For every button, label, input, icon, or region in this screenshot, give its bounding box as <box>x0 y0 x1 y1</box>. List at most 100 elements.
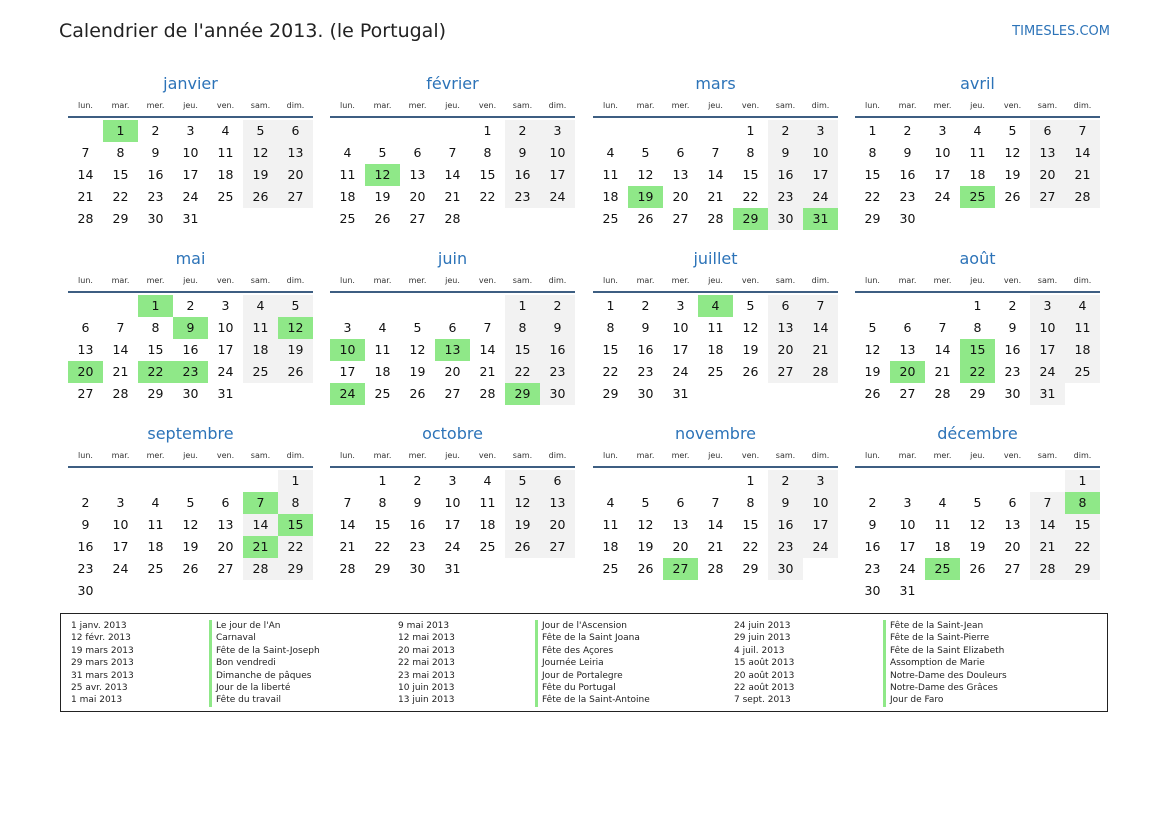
empty-cell <box>803 383 838 405</box>
day-cell: 13 <box>217 517 234 532</box>
day-cell: 19 <box>374 189 391 204</box>
week-row: 27 28 29 30 31 <box>68 383 313 405</box>
week-row: 20 21 22 23 24 25 26 <box>68 361 313 383</box>
legend-holiday-name: Assomption de Marie <box>883 657 1007 670</box>
empty-cell <box>1030 470 1065 492</box>
day-cell: 2 <box>768 120 803 142</box>
legend-date: 15 août 2013 <box>734 658 795 669</box>
day-cell: 2 <box>1008 298 1017 313</box>
weekday-label: ven. <box>1003 451 1022 460</box>
empty-cell <box>593 470 628 492</box>
legend-date: 13 juin 2013 <box>398 695 455 706</box>
day-cell: 25 <box>925 558 960 580</box>
legend-date: 24 juin 2013 <box>734 621 791 631</box>
legend-date: 25 avr. 2013 <box>71 682 128 693</box>
month-9: octobre lun. mar. mer. jeu. ven. sam. dim. 1 2 3 4 5… <box>330 422 575 580</box>
day-cell: 1 <box>378 473 387 488</box>
day-cell: 11 <box>1065 317 1100 339</box>
day-cell: 10 <box>934 145 951 160</box>
empty-cell <box>243 208 278 230</box>
day-cell: 6 <box>768 295 803 317</box>
weekday-header: lun. mar. mer. jeu. ven. sam. dim. <box>855 271 1100 293</box>
weekday-label: dim. <box>286 451 305 460</box>
day-cell: 9 <box>1008 320 1017 335</box>
site-link[interactable]: TIMESLES.COM <box>1012 24 1110 39</box>
day-cell: 31 <box>1030 383 1065 405</box>
day-cell: 12 <box>742 320 759 335</box>
legend-holiday-name: Fête de la Saint Elizabeth <box>883 644 1007 658</box>
empty-cell <box>103 580 138 602</box>
day-cell: 11 <box>479 495 496 510</box>
empty-cell <box>435 295 470 317</box>
day-cell: 7 <box>343 495 352 510</box>
weekday-header: lun. mar. mer. jeu. ven. sam. dim. <box>68 96 313 118</box>
day-cell: 18 <box>243 339 278 361</box>
day-cell: 19 <box>505 514 540 536</box>
legend-date: 1 janv. 2013 <box>71 621 127 631</box>
legend-holiday-name: Carnaval <box>209 632 320 645</box>
day-cell: 21 <box>339 539 356 554</box>
day-cell: 8 <box>746 495 755 510</box>
weekday-label: lun. <box>603 101 618 110</box>
week-row: 19 20 21 22 23 24 25 <box>855 361 1100 383</box>
day-cell: 27 <box>663 558 698 580</box>
day-cell: 11 <box>217 145 234 160</box>
day-cell: 1 <box>138 295 173 317</box>
weekday-label: lun. <box>340 276 355 285</box>
day-cell: 11 <box>374 342 391 357</box>
day-cell: 26 <box>182 561 199 576</box>
day-cell: 28 <box>243 558 278 580</box>
day-cell: 10 <box>182 145 199 160</box>
weekday-header: lun. mar. mer. jeu. ven. sam. dim. <box>855 96 1100 118</box>
day-cell: 26 <box>742 364 759 379</box>
legend-date: 7 sept. 2013 <box>734 695 791 706</box>
weekday-label: ven. <box>216 101 235 110</box>
day-cell: 12 <box>365 164 400 186</box>
day-cell: 1 <box>103 120 138 142</box>
day-cell: 29 <box>505 383 540 405</box>
weekday-label: sam. <box>775 451 796 460</box>
weekday-label: ven. <box>216 276 235 285</box>
month-name: janvier <box>163 74 218 93</box>
day-cell: 1 <box>606 298 615 313</box>
day-cell: 10 <box>672 320 689 335</box>
day-cell: 27 <box>217 561 234 576</box>
weekday-header: lun. mar. mer. jeu. ven. sam. dim. <box>68 446 313 468</box>
day-cell: 24 <box>1030 361 1065 383</box>
legend-holiday-name: Notre-Dame des Grâces <box>883 681 1007 695</box>
week-row: 4 5 6 7 8 9 10 <box>593 492 838 514</box>
day-cell: 5 <box>746 298 755 313</box>
day-cell: 22 <box>742 539 759 554</box>
day-cell: 17 <box>182 167 199 182</box>
day-cell: 9 <box>540 317 575 339</box>
empty-cell <box>925 470 960 492</box>
day-cell: 11 <box>934 517 951 532</box>
day-cell: 24 <box>803 536 838 558</box>
weekday-label: sam. <box>250 276 271 285</box>
empty-cell <box>243 470 278 492</box>
weekday-label: mar. <box>111 451 130 460</box>
day-cell: 14 <box>803 317 838 339</box>
week-row: 29 30 <box>855 208 1100 230</box>
day-cell: 21 <box>479 364 496 379</box>
week-row: 22 23 24 25 26 27 28 <box>593 361 838 383</box>
day-cell: 20 <box>672 189 689 204</box>
weekday-label: jeu. <box>708 276 723 285</box>
weekday-label: mer. <box>671 276 690 285</box>
day-cell: 10 <box>540 142 575 164</box>
day-cell: 20 <box>1004 539 1021 554</box>
day-cell: 27 <box>278 186 313 208</box>
day-cell: 30 <box>899 211 916 226</box>
weekday-label: jeu. <box>708 101 723 110</box>
day-cell: 6 <box>278 120 313 142</box>
day-cell: 14 <box>479 342 496 357</box>
weekday-label: mer. <box>933 276 952 285</box>
day-cell: 14 <box>707 167 724 182</box>
day-cell: 16 <box>768 514 803 536</box>
day-cell: 12 <box>182 517 199 532</box>
week-row: 9 10 11 12 13 14 15 <box>855 514 1100 536</box>
legend-date: 20 mai 2013 <box>398 645 455 656</box>
week-row: 23 24 25 26 27 28 29 <box>68 558 313 580</box>
